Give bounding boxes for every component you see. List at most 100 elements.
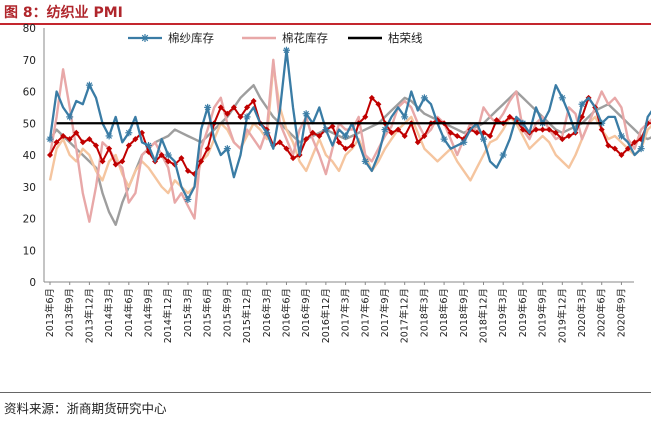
x-tick-label: 2019年9月 — [537, 288, 549, 337]
data-point — [499, 151, 507, 159]
data-point — [401, 113, 409, 121]
data-point — [480, 135, 487, 143]
data-point — [618, 152, 625, 158]
data-point — [276, 139, 283, 146]
data-point — [60, 132, 67, 139]
data-point — [421, 132, 428, 139]
data-point — [322, 126, 330, 134]
x-tick-label: 2015年12月 — [241, 288, 253, 343]
data-point — [559, 136, 566, 143]
data-point — [79, 139, 86, 146]
y-axis: 0 10 20 30 40 50 60 70 80 — [23, 23, 45, 289]
series-layer — [46, 46, 651, 227]
data-point — [125, 142, 132, 149]
x-tick-label: 2020年9月 — [615, 288, 627, 337]
data-point — [217, 104, 224, 111]
series-3 — [48, 64, 651, 195]
data-point — [184, 167, 191, 174]
series-line — [49, 96, 651, 176]
series-2 — [48, 58, 651, 223]
y-tick-label: 80 — [23, 23, 36, 35]
data-point — [578, 100, 586, 108]
data-point — [92, 142, 99, 149]
data-point — [230, 104, 237, 111]
data-point — [336, 139, 342, 146]
data-point — [303, 136, 310, 143]
data-point — [204, 145, 211, 152]
figure-title: 图 8：纺织业 PMI — [4, 5, 123, 21]
x-tick-label: 2017年3月 — [340, 288, 352, 337]
data-point — [99, 158, 106, 165]
data-point — [329, 123, 336, 130]
data-point — [178, 155, 185, 162]
data-point — [440, 135, 448, 143]
data-point — [493, 117, 500, 124]
legend-item: 棉花库存 — [242, 31, 328, 45]
data-point — [519, 126, 526, 133]
y-tick-label: 70 — [23, 55, 36, 67]
x-tick-label: 2018年12月 — [478, 288, 490, 343]
data-point — [362, 113, 369, 120]
data-point — [224, 110, 231, 117]
data-point — [375, 101, 382, 108]
data-point — [487, 132, 494, 139]
data-point — [158, 152, 165, 158]
data-point — [309, 129, 316, 136]
data-point — [533, 126, 540, 133]
data-point — [316, 132, 323, 139]
x-tick-label: 2019年12月 — [556, 288, 568, 343]
data-point — [368, 94, 375, 101]
series-line — [49, 83, 651, 227]
data-point — [125, 129, 133, 137]
data-point — [546, 126, 553, 133]
data-point — [605, 142, 612, 149]
data-point — [290, 155, 297, 162]
data-point — [85, 81, 93, 89]
data-point — [552, 129, 559, 136]
data-point — [223, 145, 231, 153]
data-point — [342, 145, 349, 152]
x-tick-label: 2019年3月 — [497, 288, 509, 337]
chart: 0 10 20 30 40 50 60 70 80 2013年6月 2013年9月 2013年12月… — [23, 23, 651, 343]
data-point — [119, 158, 126, 165]
x-tick-label: 2014年6月 — [123, 288, 135, 337]
title-rule — [0, 23, 651, 25]
x-tick-label: 2013年9月 — [64, 288, 76, 337]
data-point — [414, 139, 421, 146]
series-4 — [49, 83, 651, 227]
y-tick-label: 30 — [23, 182, 36, 194]
series-line — [48, 58, 651, 223]
y-tick-label: 60 — [23, 87, 36, 99]
data-point — [349, 142, 356, 149]
data-point — [243, 113, 251, 121]
data-point — [473, 129, 480, 136]
data-point — [302, 110, 310, 118]
data-point — [250, 98, 257, 105]
data-point — [244, 104, 251, 111]
data-point — [342, 132, 350, 140]
data-point — [73, 129, 80, 136]
x-tick-label: 2017年6月 — [359, 288, 371, 337]
x-tick-label: 2016年12月 — [320, 288, 332, 343]
data-point — [282, 46, 290, 54]
legend-item: 枯荣线 — [348, 31, 423, 45]
x-tick-label: 2013年12月 — [83, 288, 95, 343]
data-point — [263, 129, 271, 137]
data-point — [558, 94, 566, 102]
x-axis: 2013年6月 2013年9月 2013年12月 2014年3月 2014年6月 2014… — [44, 281, 634, 343]
data-point — [611, 145, 618, 152]
y-tick-label: 10 — [23, 245, 36, 257]
data-point — [447, 129, 454, 136]
x-tick-label: 2017年12月 — [399, 288, 411, 343]
series-line — [48, 64, 651, 195]
x-tick-label: 2020年3月 — [576, 288, 588, 337]
data-point — [565, 132, 572, 139]
data-point — [460, 138, 468, 146]
data-point — [454, 132, 461, 139]
x-tick-label: 2019年6月 — [517, 288, 529, 337]
data-point — [420, 94, 428, 102]
data-point — [145, 141, 153, 149]
data-point — [53, 139, 60, 146]
data-point — [47, 152, 53, 158]
data-point — [105, 132, 113, 140]
